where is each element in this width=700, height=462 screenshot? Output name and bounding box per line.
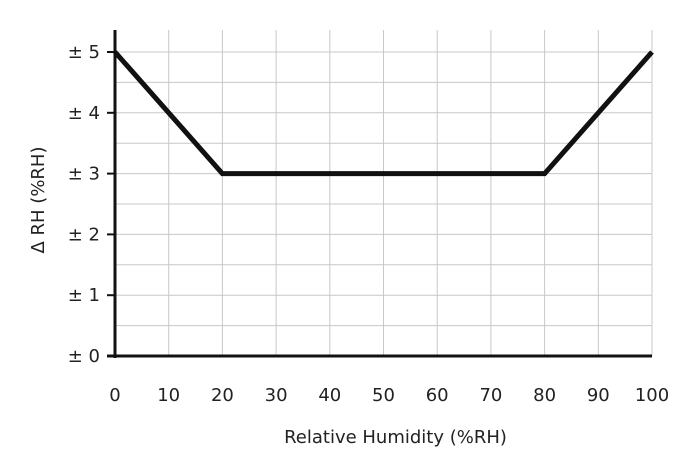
y-tick-label: ± 3 xyxy=(68,164,100,185)
x-tick-label: 70 xyxy=(479,385,502,406)
x-tick-label: 0 xyxy=(109,385,120,406)
axes xyxy=(107,30,652,358)
y-tick-label: ± 1 xyxy=(68,285,100,306)
y-tick-label: ± 4 xyxy=(68,103,100,124)
x-tick-label: 90 xyxy=(587,385,610,406)
x-tick-label: 50 xyxy=(372,385,395,406)
x-axis-title: Relative Humidity (%RH) xyxy=(284,427,507,448)
x-tick-label: 30 xyxy=(265,385,288,406)
x-tick-label: 10 xyxy=(157,385,180,406)
x-tick-label: 80 xyxy=(533,385,556,406)
x-tick-label: 100 xyxy=(635,385,669,406)
y-tick-label: ± 5 xyxy=(68,42,100,63)
series-line-0 xyxy=(113,50,654,177)
y-axis-title: Δ RH (%RH) xyxy=(28,147,49,254)
y-tick-label: ± 2 xyxy=(68,224,100,245)
x-tick-label: 40 xyxy=(318,385,341,406)
y-tick-labels: ± 0 ± 1 ± 2 ± 3 ± 4 ± 5 xyxy=(68,42,100,367)
x-tick-label: 60 xyxy=(426,385,449,406)
x-tick-label: 20 xyxy=(211,385,234,406)
x-tick-labels: 0 10 20 30 40 50 60 70 80 90 100 xyxy=(109,385,669,406)
series-layer xyxy=(113,50,654,177)
y-tick-label: ± 0 xyxy=(68,346,100,367)
grid xyxy=(115,30,653,356)
